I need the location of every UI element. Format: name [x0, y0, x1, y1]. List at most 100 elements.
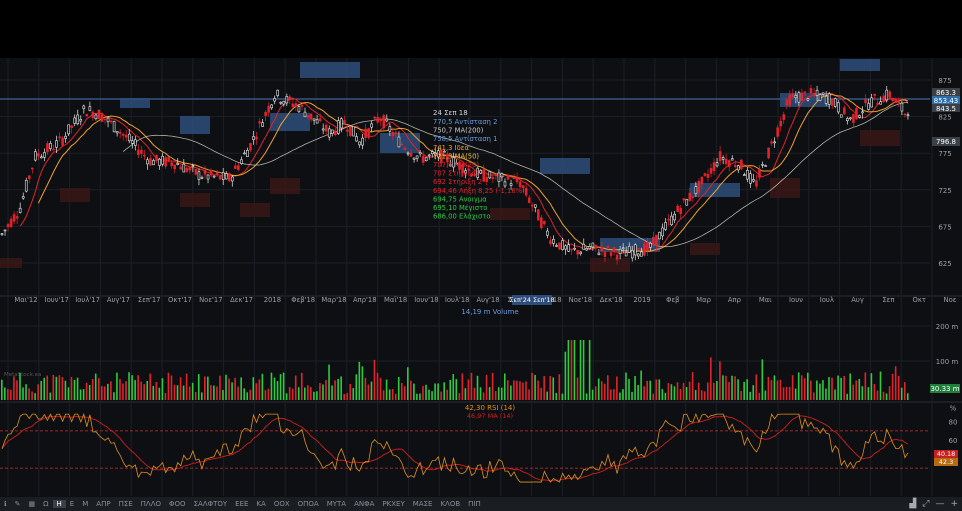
volume-bar — [425, 384, 427, 400]
candle-body — [470, 173, 473, 177]
candle-body — [443, 150, 446, 153]
tooltip-line: 758,5 Αντίσταση 1 — [433, 135, 497, 143]
volume-bar — [631, 391, 633, 400]
volume-bar — [322, 384, 324, 400]
level-box — [840, 59, 880, 71]
volume-bar — [776, 380, 779, 400]
toolbar-item[interactable]: ΠΣΕ — [118, 500, 133, 508]
toolbar-item[interactable]: ▦ — [28, 500, 36, 508]
volume-bar — [619, 392, 621, 400]
candle-body — [109, 120, 113, 123]
volume-bar — [270, 372, 273, 400]
candle-body — [397, 136, 401, 148]
toolbar-item[interactable]: ΣΑΛΦΤΟΥ — [193, 500, 228, 508]
volume-bar — [570, 340, 573, 400]
candle-body — [697, 180, 701, 193]
candle-body — [836, 102, 840, 113]
toolbar-item[interactable]: ΜΥΤΑ — [326, 500, 347, 508]
arrows-icon[interactable]: ⤢ — [922, 499, 930, 509]
candle-body — [21, 196, 25, 199]
toolbar-item[interactable]: ΟΠΟΑ — [297, 500, 319, 508]
candle-body — [515, 176, 519, 183]
toolbar-item[interactable]: ΜΑΣΕ — [412, 500, 433, 508]
candle-body — [37, 153, 40, 157]
candle-body — [230, 176, 234, 182]
toolbar-item[interactable]: ℹ — [4, 500, 7, 508]
rsi-ma-label: 46,97 ΜΑ (14) — [467, 412, 513, 420]
toolbar-item[interactable]: ΡΚΧΕΥ — [382, 500, 405, 508]
candle-body — [564, 245, 567, 250]
volume-bar — [894, 366, 897, 400]
toolbar-item[interactable]: Ω — [43, 500, 49, 508]
candle-body — [670, 215, 673, 226]
candle-body — [361, 137, 364, 146]
toolbar-item[interactable]: ✎ — [14, 500, 21, 508]
candle-body — [373, 116, 376, 119]
toolbar-item[interactable]: ΠΛΛΟ — [140, 500, 162, 508]
candle-body — [421, 155, 425, 163]
candle-body — [182, 163, 186, 173]
rsi-tag-label: 40.18 — [937, 450, 956, 458]
candle-body — [124, 134, 128, 138]
level-box — [490, 208, 530, 220]
candle-body — [97, 109, 101, 120]
candle-body — [549, 240, 552, 244]
x-axis-highlight-label: Σεπ'24 Σεπ'18 — [509, 296, 554, 304]
chart-icon[interactable]: ▟ — [909, 499, 917, 509]
candle-body — [282, 100, 286, 105]
candle-body — [449, 164, 452, 167]
volume-bar — [861, 386, 864, 400]
toolbar-item[interactable]: ΟΟΧ — [273, 500, 290, 508]
plus-icon[interactable]: + — [950, 499, 958, 509]
toolbar-item[interactable]: ΠΙΠ — [468, 500, 481, 508]
volume-bar — [10, 389, 12, 400]
volume-bar — [567, 340, 570, 400]
toolbar-item[interactable]: ΚΑ — [256, 500, 266, 508]
candle-body — [537, 209, 540, 221]
toolbar-item[interactable]: ΑΝΦΑ — [354, 500, 375, 508]
candle-body — [900, 102, 904, 112]
candle-body — [91, 111, 95, 119]
volume-bar — [397, 376, 400, 400]
volume-bar — [337, 378, 339, 400]
volume-bar — [416, 393, 418, 400]
toolbar-item[interactable]: ΑΠΡ — [96, 500, 111, 508]
volume-bar — [197, 374, 200, 400]
candle-body — [206, 174, 210, 180]
minimize-icon[interactable]: — — [935, 499, 945, 509]
candle-body — [733, 165, 737, 167]
x-axis-label: Αυγ'18 — [476, 296, 499, 304]
tooltip-date: 24 Σεπ 18 — [433, 109, 468, 117]
candle-body — [40, 156, 43, 159]
candle-body — [785, 100, 789, 106]
candle-body — [64, 135, 67, 139]
price-tick-label: 775 — [938, 150, 951, 158]
volume-bar — [906, 393, 909, 400]
volume-bar — [500, 387, 503, 400]
volume-bar — [304, 387, 306, 400]
volume-bar — [176, 385, 179, 400]
volume-bar — [140, 381, 142, 400]
candle-body — [482, 169, 486, 182]
volume-bar — [325, 379, 327, 400]
toolbar-item[interactable]: ΕΕΕ — [235, 500, 249, 508]
candle-body — [552, 239, 555, 244]
volume-bar — [446, 389, 449, 400]
candle-body — [58, 136, 61, 139]
volume-bar — [300, 372, 303, 400]
toolbar-item[interactable]: Η — [52, 500, 66, 508]
volume-bar — [231, 382, 233, 400]
candle-body — [906, 114, 910, 117]
volume-bar — [837, 375, 839, 400]
volume-bar — [582, 340, 585, 400]
x-axis-label: Ιουν'18 — [414, 296, 438, 304]
volume-bar — [407, 367, 409, 400]
candle-body — [270, 104, 273, 109]
toolbar-item[interactable]: ΚΛΟΒ — [440, 500, 461, 508]
toolbar-item[interactable]: Μ — [82, 500, 89, 508]
toolbar-item[interactable]: Ε — [69, 500, 75, 508]
candle-body — [73, 117, 77, 124]
candle-body — [721, 157, 725, 160]
toolbar-item[interactable]: ΦΟΟ — [169, 500, 186, 508]
